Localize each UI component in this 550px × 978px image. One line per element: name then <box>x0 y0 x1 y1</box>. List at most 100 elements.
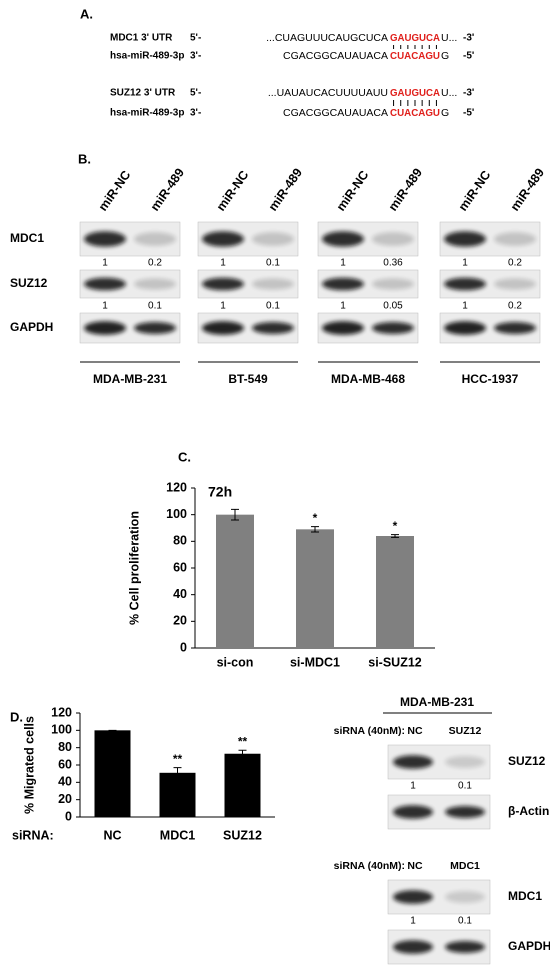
y-tick-label: 120 <box>51 705 72 719</box>
bar <box>376 536 414 648</box>
quantification: 0.1 <box>266 301 280 312</box>
cell-line-label: MDA-MB-468 <box>331 372 405 386</box>
seed-site: CUACAGU <box>390 50 440 62</box>
bar <box>159 772 196 817</box>
quantification: 0.1 <box>148 301 162 312</box>
lane-label: MDC1 <box>450 860 480 872</box>
quantification: 1 <box>462 301 468 312</box>
lane-label: miR-NC <box>214 168 252 214</box>
blot-band <box>372 232 414 246</box>
lane-label: miR-489 <box>148 166 187 214</box>
strand-end: 3'- <box>190 108 201 119</box>
quantification: 1 <box>102 301 108 312</box>
quantification: 0.1 <box>458 916 472 927</box>
lane-label: miR-NC <box>96 168 134 214</box>
blot-band <box>494 278 536 290</box>
y-tick-label: 0 <box>180 640 187 654</box>
blot-band <box>202 277 244 291</box>
seed-site: CUACAGU <box>390 107 440 119</box>
seed-site: GAUGUCA <box>390 87 440 99</box>
y-tick-label: 60 <box>58 757 72 771</box>
significance: ** <box>238 734 248 748</box>
blot-band <box>372 278 414 290</box>
quantification: 0.05 <box>383 301 403 312</box>
quantification: 0.36 <box>383 258 403 269</box>
blot-band <box>445 891 485 903</box>
sequence: CGACGGCAUAUACA <box>283 107 388 119</box>
error-bar <box>173 767 182 779</box>
blot-band <box>252 232 294 246</box>
quantification: 1 <box>410 781 416 792</box>
blot-band <box>322 277 364 291</box>
y-tick-label: 100 <box>51 723 72 737</box>
blot-band <box>252 322 294 334</box>
blot-band <box>494 232 536 246</box>
blot-band <box>322 231 364 247</box>
strand-end: 5'- <box>190 33 201 44</box>
condition-label: siRNA (40nM): <box>334 725 405 737</box>
lane-label: NC <box>407 860 423 872</box>
blot-band <box>84 321 126 335</box>
protein-label: SUZ12 <box>10 276 48 290</box>
protein-label: MDC1 <box>508 889 542 903</box>
sequence-name: hsa-miR-489-3p <box>110 51 184 62</box>
sequence-name: hsa-miR-489-3p <box>110 108 184 119</box>
blot-title: MDA-MB-231 <box>400 695 474 709</box>
significance: ** <box>173 752 183 766</box>
quantification: 0.2 <box>508 258 522 269</box>
blot-band <box>393 805 433 819</box>
x-tick-label: NC <box>103 828 121 842</box>
cell-line-label: BT-549 <box>228 372 268 386</box>
quantification: 0.1 <box>266 258 280 269</box>
y-tick-label: 80 <box>58 740 72 754</box>
panel-label: A. <box>80 6 93 21</box>
blot-band <box>202 321 244 335</box>
quantification: 1 <box>340 301 346 312</box>
lane-label: NC <box>407 725 423 737</box>
sequence: CGACGGCAUAUACA <box>283 50 388 62</box>
protein-label: GAPDH <box>10 320 53 334</box>
significance: * <box>313 511 318 525</box>
seed-site: GAUGUCA <box>390 32 440 44</box>
quantification: 1 <box>220 258 226 269</box>
quantification: 1 <box>462 258 468 269</box>
bar <box>296 529 334 648</box>
x-tick-label: si-SUZ12 <box>368 655 422 669</box>
sequence-name: MDC1 3' UTR <box>110 33 173 44</box>
bar <box>94 730 131 817</box>
y-tick-label: 20 <box>58 792 72 806</box>
sequence-tail: U... <box>441 87 457 99</box>
y-tick-label: 0 <box>65 809 72 823</box>
y-tick-label: 100 <box>166 507 187 521</box>
error-bar <box>391 534 399 538</box>
blot-band <box>393 755 433 769</box>
blot-band <box>444 321 486 335</box>
error-bar <box>311 526 319 533</box>
quantification: 0.2 <box>148 258 162 269</box>
protein-label: β-Actin <box>508 804 549 818</box>
quantification: 0.2 <box>508 301 522 312</box>
blot-band <box>134 278 176 290</box>
lane-label: miR-NC <box>334 168 372 214</box>
sequence-tail: G <box>441 107 449 119</box>
error-bar <box>231 508 239 521</box>
blot-band <box>445 806 485 818</box>
blot-band <box>444 231 486 247</box>
y-tick-label: 80 <box>173 534 187 548</box>
blot-band <box>134 232 176 246</box>
quantification: 1 <box>410 916 416 927</box>
strand-end: 5'- <box>190 88 201 99</box>
y-tick-label: 20 <box>173 614 187 628</box>
lane-label: miR-489 <box>266 166 305 214</box>
blot-band <box>445 941 485 953</box>
protein-label: SUZ12 <box>508 754 546 768</box>
blot-band <box>393 940 433 954</box>
condition-label: siRNA (40nM): <box>334 860 405 872</box>
y-tick-label: 40 <box>58 775 72 789</box>
sequence: ...CUAGUUUCAUGCUCA <box>266 32 388 44</box>
blot-band <box>134 322 176 334</box>
strand-end: -3' <box>463 88 474 99</box>
strand-end: -5' <box>463 51 474 62</box>
x-axis-label: siRNA: <box>12 828 54 842</box>
bar <box>216 514 254 648</box>
